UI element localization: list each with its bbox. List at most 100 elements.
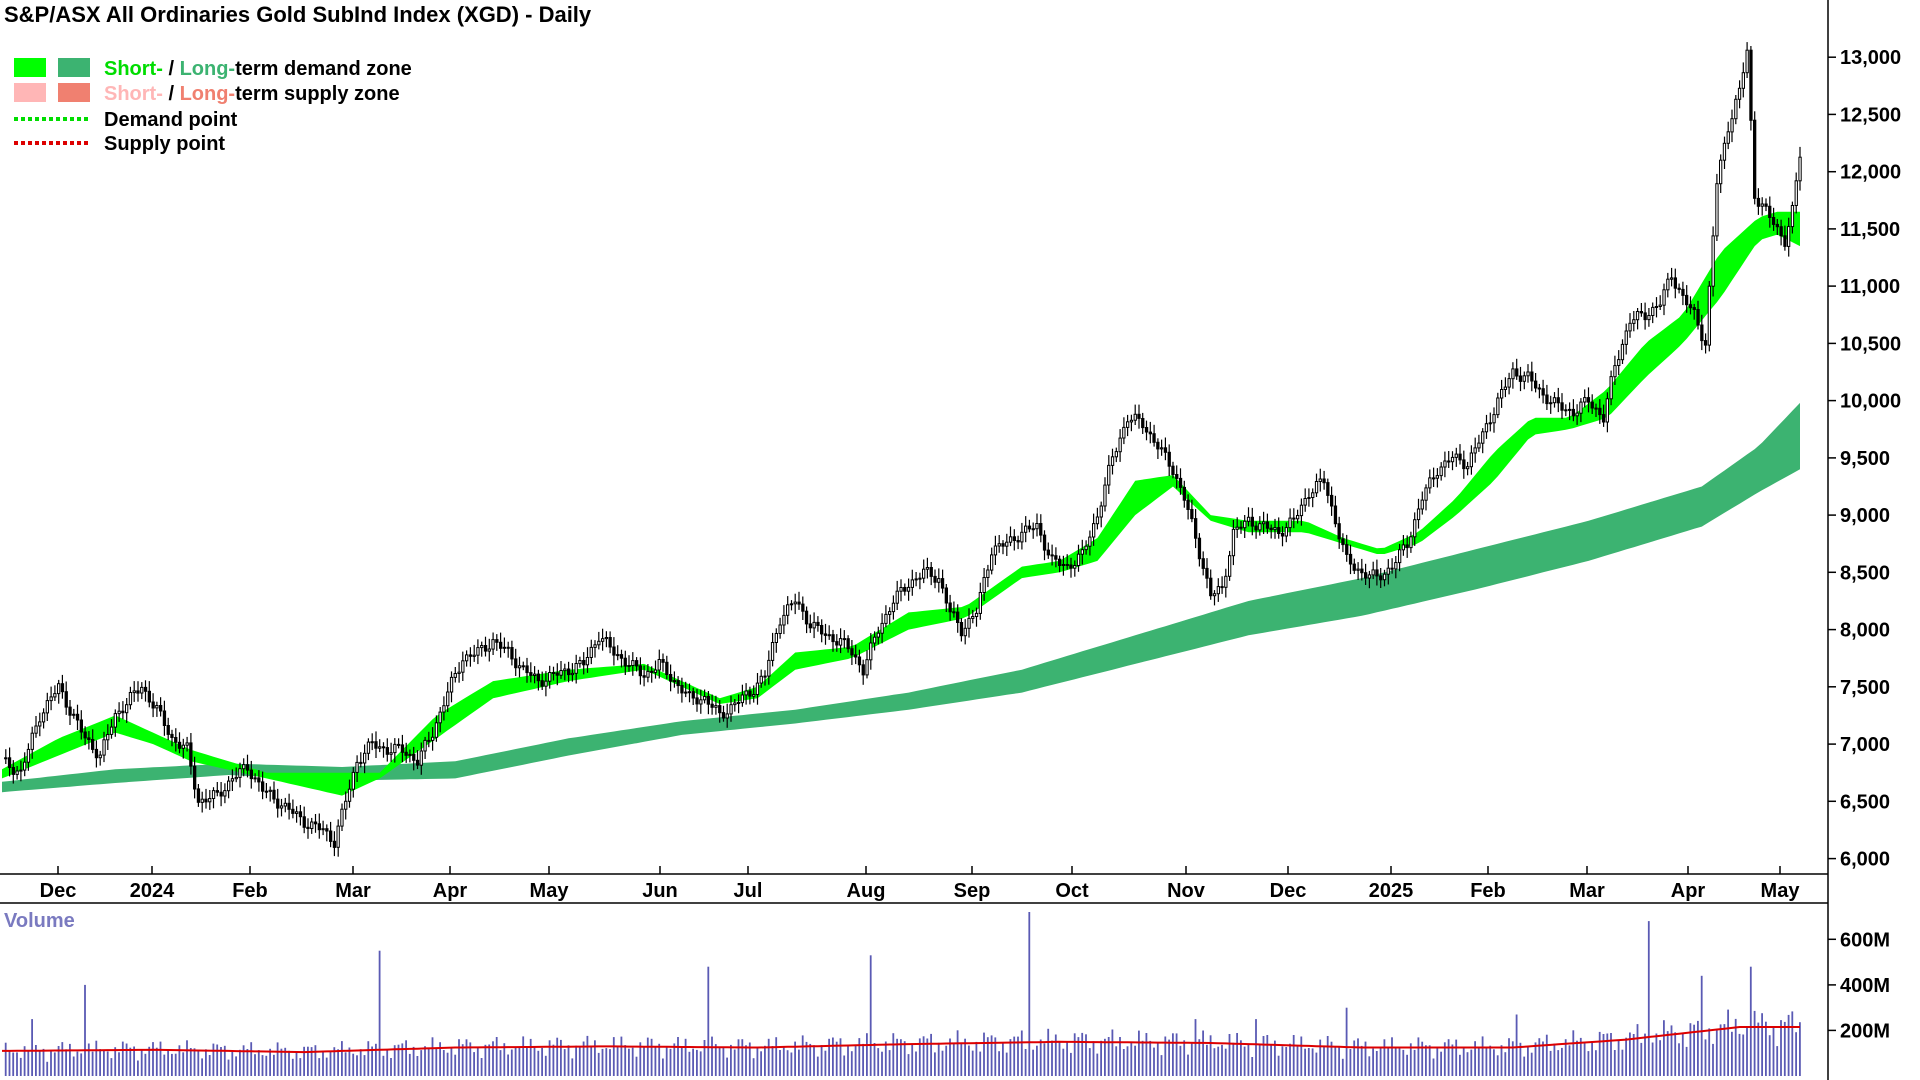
candle-body: [1129, 419, 1134, 423]
volume-bar: [367, 1041, 370, 1076]
volume-bar: [1368, 1056, 1371, 1076]
candle: [1556, 387, 1560, 413]
candle: [166, 717, 170, 741]
x-tick-label: Sep: [954, 880, 991, 902]
candle: [1314, 473, 1319, 497]
candle-body: [1469, 452, 1473, 468]
volume-bar: [1440, 1051, 1442, 1076]
candle-body: [854, 654, 858, 658]
candle-body: [344, 800, 348, 810]
candle-body: [1711, 235, 1715, 287]
volume-bar: [1406, 1054, 1408, 1076]
candle: [1737, 80, 1742, 109]
volume-bar: [1413, 1049, 1416, 1076]
volume-bar: [1500, 1045, 1503, 1076]
volume-bar: [1477, 1048, 1480, 1076]
candle-body: [268, 789, 272, 792]
volume-bar: [707, 966, 710, 1076]
candle-body: [1250, 516, 1254, 527]
candle-body: [869, 642, 873, 661]
candle: [1783, 225, 1787, 251]
candle: [295, 806, 299, 823]
candle: [442, 696, 446, 721]
volume-bar: [1364, 1041, 1367, 1076]
candle-body: [91, 739, 95, 750]
candle-body: [412, 753, 416, 761]
candle: [808, 614, 813, 633]
volume-bar: [1073, 1033, 1076, 1076]
candle: [1598, 399, 1602, 424]
candle: [789, 600, 794, 611]
volume-bar: [76, 1051, 79, 1076]
volume-bar: [454, 1054, 457, 1076]
volume-bar: [465, 1039, 468, 1076]
candle: [83, 726, 87, 746]
candle-body: [914, 578, 918, 581]
candle: [302, 806, 306, 834]
candle-body: [1258, 523, 1262, 531]
candle-body: [653, 669, 658, 673]
candle-body: [211, 790, 216, 799]
candle-body: [1035, 523, 1039, 530]
candle-body: [1137, 413, 1141, 419]
candle: [1435, 468, 1439, 488]
candle-body: [1605, 398, 1609, 423]
candle-body: [1107, 464, 1111, 486]
candle-body: [770, 642, 775, 661]
candle: [835, 634, 839, 652]
candle-body: [393, 743, 397, 754]
volume-bar: [1149, 1040, 1152, 1076]
volume-bar: [1172, 1033, 1174, 1076]
volume-bar: [1315, 1052, 1318, 1076]
volume-bar: [12, 1052, 15, 1076]
candle-body: [487, 648, 491, 652]
candle: [1741, 62, 1745, 98]
volume-bar: [1281, 1046, 1284, 1076]
candle: [1654, 297, 1659, 318]
candle-body: [1141, 418, 1145, 429]
candle: [687, 683, 692, 703]
candle: [631, 652, 635, 676]
candle-body: [1511, 368, 1515, 380]
candle: [193, 756, 197, 799]
candle-body: [755, 682, 760, 695]
candle-body: [1492, 414, 1496, 424]
volume-bar: [1572, 1030, 1575, 1076]
candle-body: [1280, 533, 1285, 537]
volume-bar: [1549, 1050, 1552, 1076]
candle: [601, 628, 605, 651]
candle: [332, 831, 337, 857]
candle-body: [1382, 573, 1387, 581]
candle-body: [729, 704, 733, 715]
candle: [1133, 404, 1137, 425]
candle-body: [1639, 311, 1643, 314]
volume-bar: [1647, 921, 1650, 1076]
candle: [517, 656, 522, 678]
candle-body: [1348, 553, 1353, 565]
candle-body: [465, 654, 469, 662]
candle: [650, 666, 654, 683]
volume-bar: [775, 1037, 778, 1076]
candle-body: [102, 739, 106, 756]
candle-body: [986, 569, 990, 578]
candle-body: [1401, 544, 1405, 551]
volume-bar: [1183, 1040, 1186, 1076]
volume-bar: [1436, 1047, 1439, 1076]
candle-body: [763, 675, 767, 678]
candle: [472, 644, 476, 662]
volume-bar: [801, 1035, 804, 1076]
candle: [1046, 542, 1050, 559]
candle: [1541, 379, 1545, 404]
candle-body: [1178, 477, 1183, 488]
candle: [1265, 513, 1270, 534]
volume-bar: [1307, 1048, 1310, 1076]
volume-bar: [322, 1051, 324, 1076]
candle-body: [582, 660, 586, 666]
volume-bar: [628, 1048, 630, 1076]
candle-body: [1677, 287, 1681, 290]
volume-bar: [1738, 1033, 1741, 1076]
candle-body: [1190, 509, 1194, 520]
volume-bar: [1640, 1042, 1643, 1076]
candle: [185, 736, 189, 752]
candle: [38, 712, 42, 737]
